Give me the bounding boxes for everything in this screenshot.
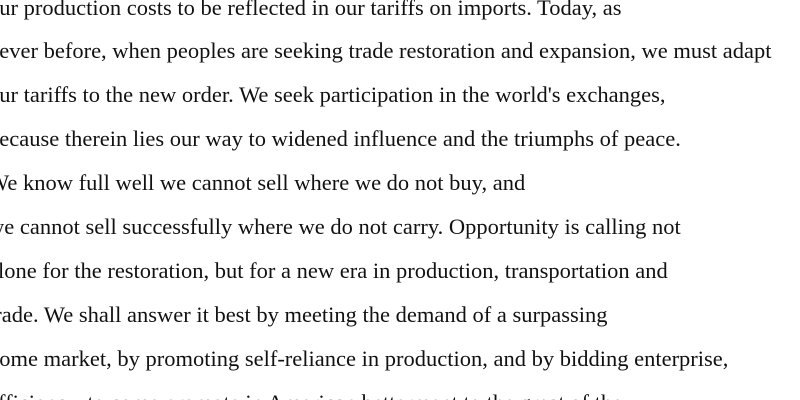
text-line: home market, by promoting self-reliance … bbox=[0, 346, 729, 371]
text-line: our production costs to be reflected in … bbox=[0, 0, 622, 20]
text-line: our tariffs to the new order. We seek pa… bbox=[0, 82, 666, 107]
text-line: efficiency, to come promote in American … bbox=[0, 389, 622, 400]
text-line: never before, when peoples are seeking t… bbox=[0, 38, 772, 63]
text-line: because therein lies our way to widened … bbox=[0, 126, 681, 151]
text-line: we cannot sell successfully where we do … bbox=[0, 214, 681, 239]
text-line: trade. We shall answer it best by meetin… bbox=[0, 302, 608, 327]
text-line: We know full well we cannot sell where w… bbox=[0, 170, 526, 195]
text-line: alone for the restoration, but for a new… bbox=[0, 258, 668, 283]
